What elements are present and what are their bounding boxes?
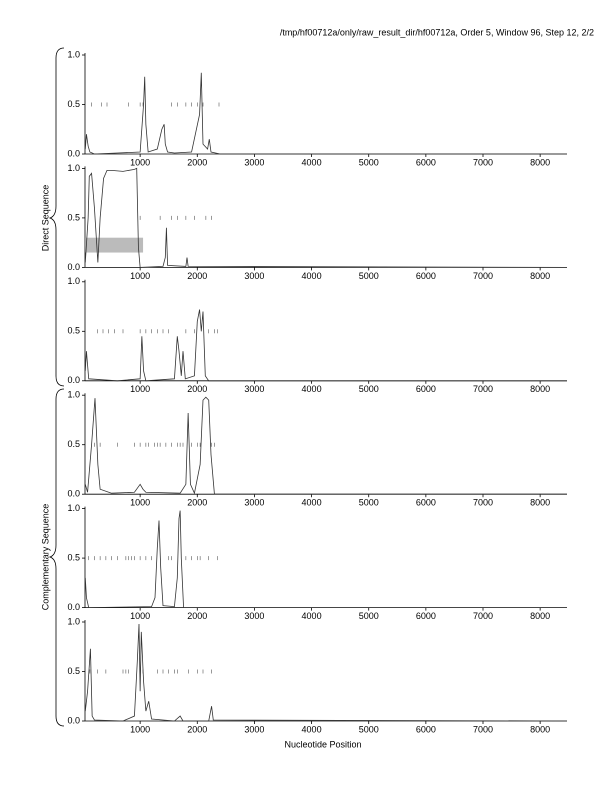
y-tick-label: 1.0 (67, 276, 80, 286)
x-tick-label: 2000 (187, 724, 207, 734)
x-tick-label: 6000 (416, 384, 436, 394)
x-tick-label: 2000 (187, 384, 207, 394)
x-tick-label: 5000 (359, 271, 379, 281)
x-tick-label: 2000 (187, 611, 207, 621)
series-line (84, 72, 567, 155)
series-line (84, 309, 567, 382)
x-tick-label: 3000 (244, 271, 264, 281)
shaded-region (85, 237, 144, 253)
x-tick-label: 8000 (530, 271, 550, 281)
x-tick-label: 1000 (130, 611, 150, 621)
x-tick-label: 6000 (416, 498, 436, 508)
y-tick-label: 0.5 (67, 212, 80, 222)
x-tick-label: 1000 (130, 384, 150, 394)
y-tick-label: 0.0 (67, 602, 80, 612)
x-tick-label: 8000 (530, 157, 550, 167)
x-tick-label: 7000 (473, 384, 493, 394)
x-tick-label: 3000 (244, 611, 264, 621)
y-tick-label: 1.0 (67, 503, 80, 513)
group-label: Complementary Sequence (40, 504, 50, 611)
x-tick-label: 6000 (416, 611, 436, 621)
x-tick-label: 5000 (359, 498, 379, 508)
x-tick-label: 8000 (530, 611, 550, 621)
page-title: /tmp/hf00712a/only/raw_result_dir/hf0071… (280, 27, 594, 37)
x-axis-label: Nucleotide Position (284, 739, 361, 749)
x-tick-label: 1000 (130, 498, 150, 508)
x-tick-label: 7000 (473, 271, 493, 281)
x-tick-label: 4000 (302, 724, 322, 734)
y-tick-label: 0.0 (67, 148, 80, 158)
x-tick-label: 4000 (302, 271, 322, 281)
x-tick-label: 4000 (302, 611, 322, 621)
series-line (84, 167, 568, 268)
y-tick-label: 1.0 (67, 163, 80, 173)
y-tick-label: 0.0 (67, 489, 80, 499)
y-tick-label: 0.0 (67, 715, 80, 725)
x-tick-label: 7000 (473, 611, 493, 621)
x-tick-label: 7000 (473, 498, 493, 508)
series-line (84, 510, 567, 609)
x-tick-label: 5000 (359, 724, 379, 734)
y-tick-label: 0.0 (67, 375, 80, 385)
x-tick-label: 5000 (359, 384, 379, 394)
x-tick-label: 3000 (244, 157, 264, 167)
y-tick-label: 0.5 (67, 326, 80, 336)
x-tick-label: 1000 (130, 157, 150, 167)
x-tick-label: 1000 (130, 724, 150, 734)
x-tick-label: 6000 (416, 157, 436, 167)
y-tick-label: 1.0 (67, 616, 80, 626)
y-tick-label: 0.5 (67, 666, 80, 676)
group-bracket (48, 47, 65, 387)
group-bracket (48, 388, 65, 727)
series-line (84, 396, 567, 495)
x-tick-label: 8000 (530, 498, 550, 508)
x-tick-label: 4000 (302, 384, 322, 394)
series-line (84, 623, 568, 722)
x-tick-label: 8000 (530, 384, 550, 394)
x-tick-label: 5000 (359, 157, 379, 167)
x-tick-label: 8000 (530, 724, 550, 734)
x-tick-label: 4000 (302, 157, 322, 167)
y-tick-label: 1.0 (67, 390, 80, 400)
x-tick-label: 1000 (130, 271, 150, 281)
x-tick-label: 3000 (244, 724, 264, 734)
x-tick-label: 7000 (473, 724, 493, 734)
x-tick-label: 2000 (187, 271, 207, 281)
y-tick-label: 1.0 (67, 49, 80, 59)
x-tick-label: 2000 (187, 498, 207, 508)
y-tick-label: 0.5 (67, 439, 80, 449)
x-tick-label: 7000 (473, 157, 493, 167)
y-tick-label: 0.5 (67, 99, 80, 109)
group-label: Direct Sequence (40, 185, 50, 252)
x-tick-label: 5000 (359, 611, 379, 621)
x-tick-label: 3000 (244, 384, 264, 394)
x-tick-label: 2000 (187, 157, 207, 167)
y-tick-label: 0.0 (67, 262, 80, 272)
y-tick-label: 0.5 (67, 552, 80, 562)
x-tick-label: 6000 (416, 724, 436, 734)
x-tick-label: 3000 (244, 498, 264, 508)
x-tick-label: 6000 (416, 271, 436, 281)
x-tick-label: 4000 (302, 498, 322, 508)
